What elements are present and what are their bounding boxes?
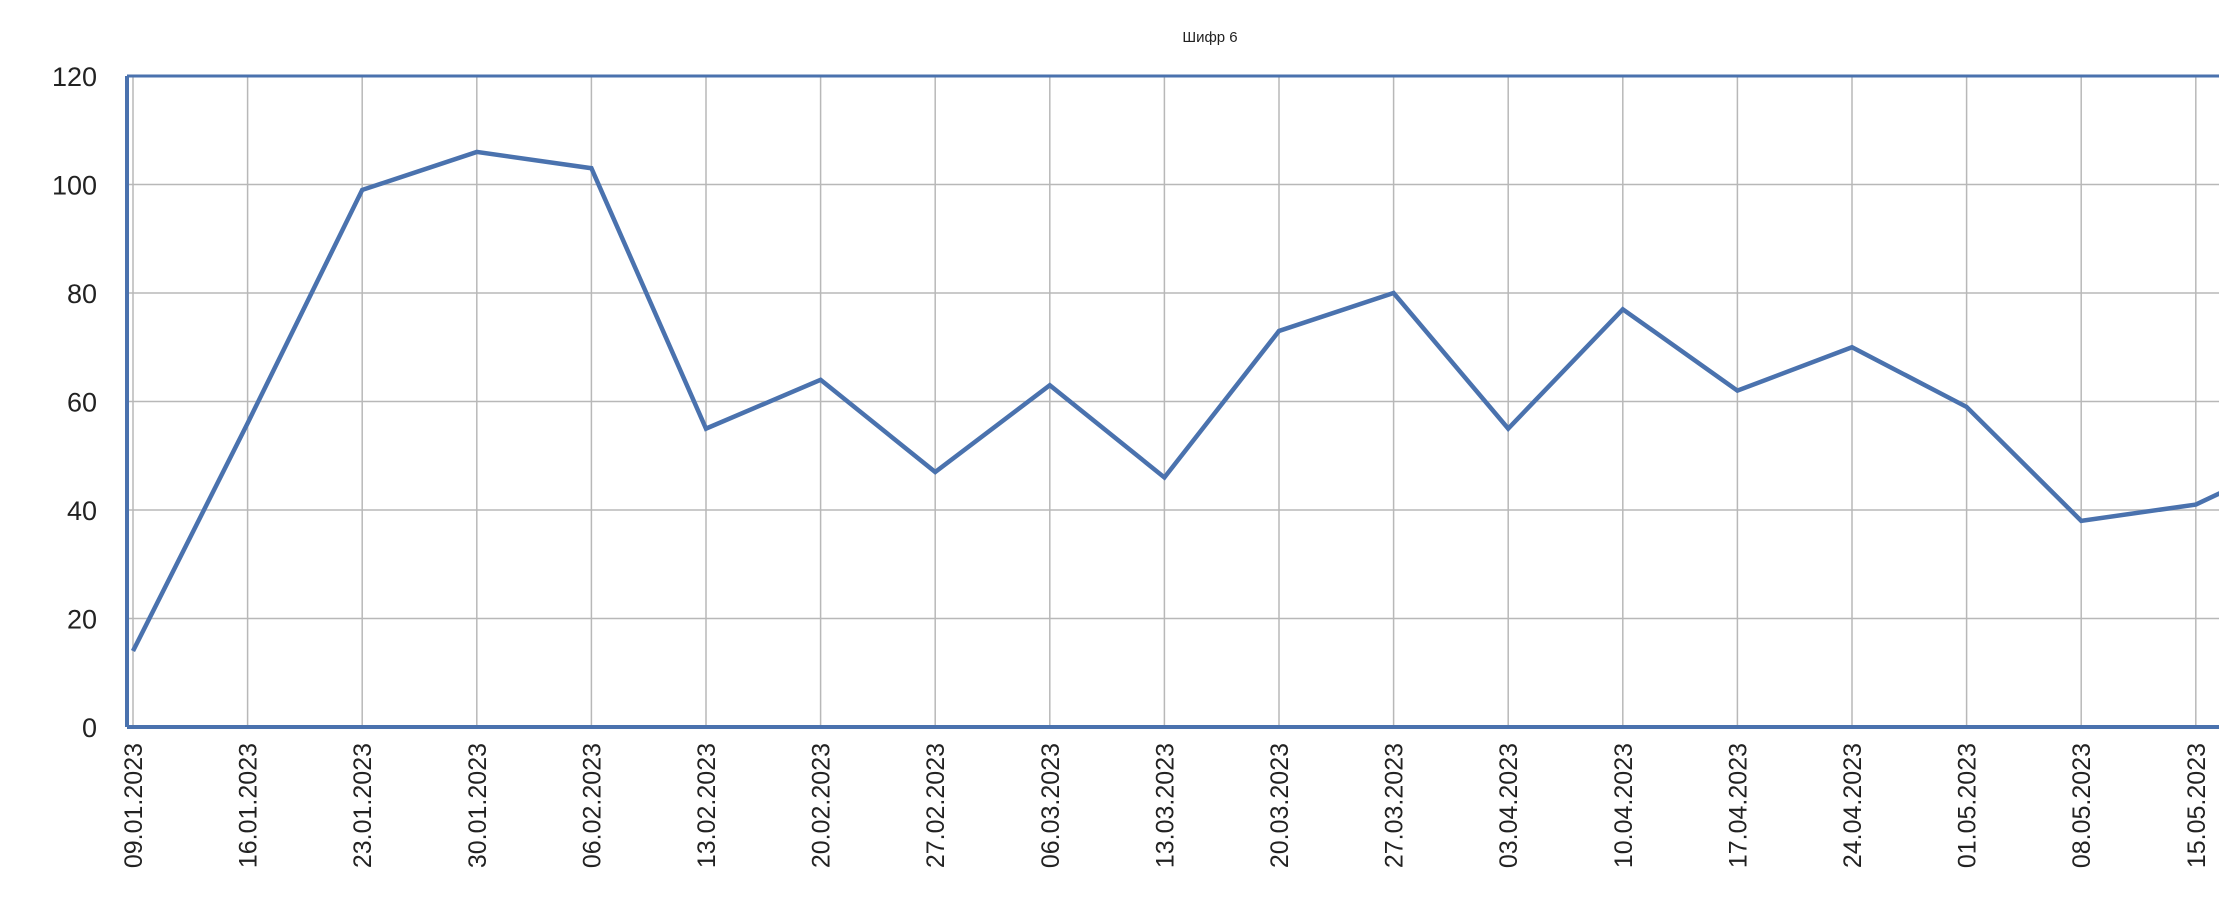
- x-tick-label: 01.05.2023: [1954, 743, 1982, 868]
- x-tick-label: 16.01.2023: [235, 743, 263, 868]
- x-tick-label: 06.02.2023: [578, 743, 606, 868]
- y-tick-label: 0: [82, 713, 97, 743]
- x-tick-label: 09.01.2023: [120, 743, 148, 868]
- y-tick-label: 80: [67, 279, 97, 309]
- x-tick-label: 06.03.2023: [1037, 743, 1065, 868]
- x-tick-label: 23.01.2023: [349, 743, 377, 868]
- x-tick-label: 03.04.2023: [1495, 743, 1523, 868]
- y-tick-label: 20: [67, 605, 97, 635]
- x-tick-label: 15.05.2023: [2183, 743, 2211, 868]
- y-tick-label: 120: [52, 62, 97, 92]
- grid-layer: [127, 76, 2219, 727]
- y-tick-label: 40: [67, 496, 97, 526]
- x-tick-label: 17.04.2023: [1724, 743, 1752, 868]
- x-tick-labels: 09.01.2023 16.01.2023 23.01.2023 30.01.2023…: [120, 743, 2219, 868]
- x-tick-label: 08.05.2023: [2068, 743, 2096, 868]
- x-tick-label: 27.03.2023: [1381, 743, 1409, 868]
- x-tick-label: 27.02.2023: [922, 743, 950, 868]
- x-tick-label: 10.04.2023: [1610, 743, 1638, 868]
- x-tick-label: 13.03.2023: [1151, 743, 1179, 868]
- x-tick-label: 20.02.2023: [808, 743, 836, 868]
- chart-title: Шифр 6: [1182, 29, 1237, 46]
- x-tick-label: 13.02.2023: [693, 743, 721, 868]
- x-tick-label: 24.04.2023: [1839, 743, 1867, 868]
- x-tick-label: 20.03.2023: [1266, 743, 1294, 868]
- y-tick-label: 60: [67, 388, 97, 418]
- y-tick-label: 100: [52, 171, 97, 201]
- y-tick-labels: 0 20 40 60 80 100 120: [52, 62, 97, 743]
- x-tick-label: 30.01.2023: [464, 743, 492, 868]
